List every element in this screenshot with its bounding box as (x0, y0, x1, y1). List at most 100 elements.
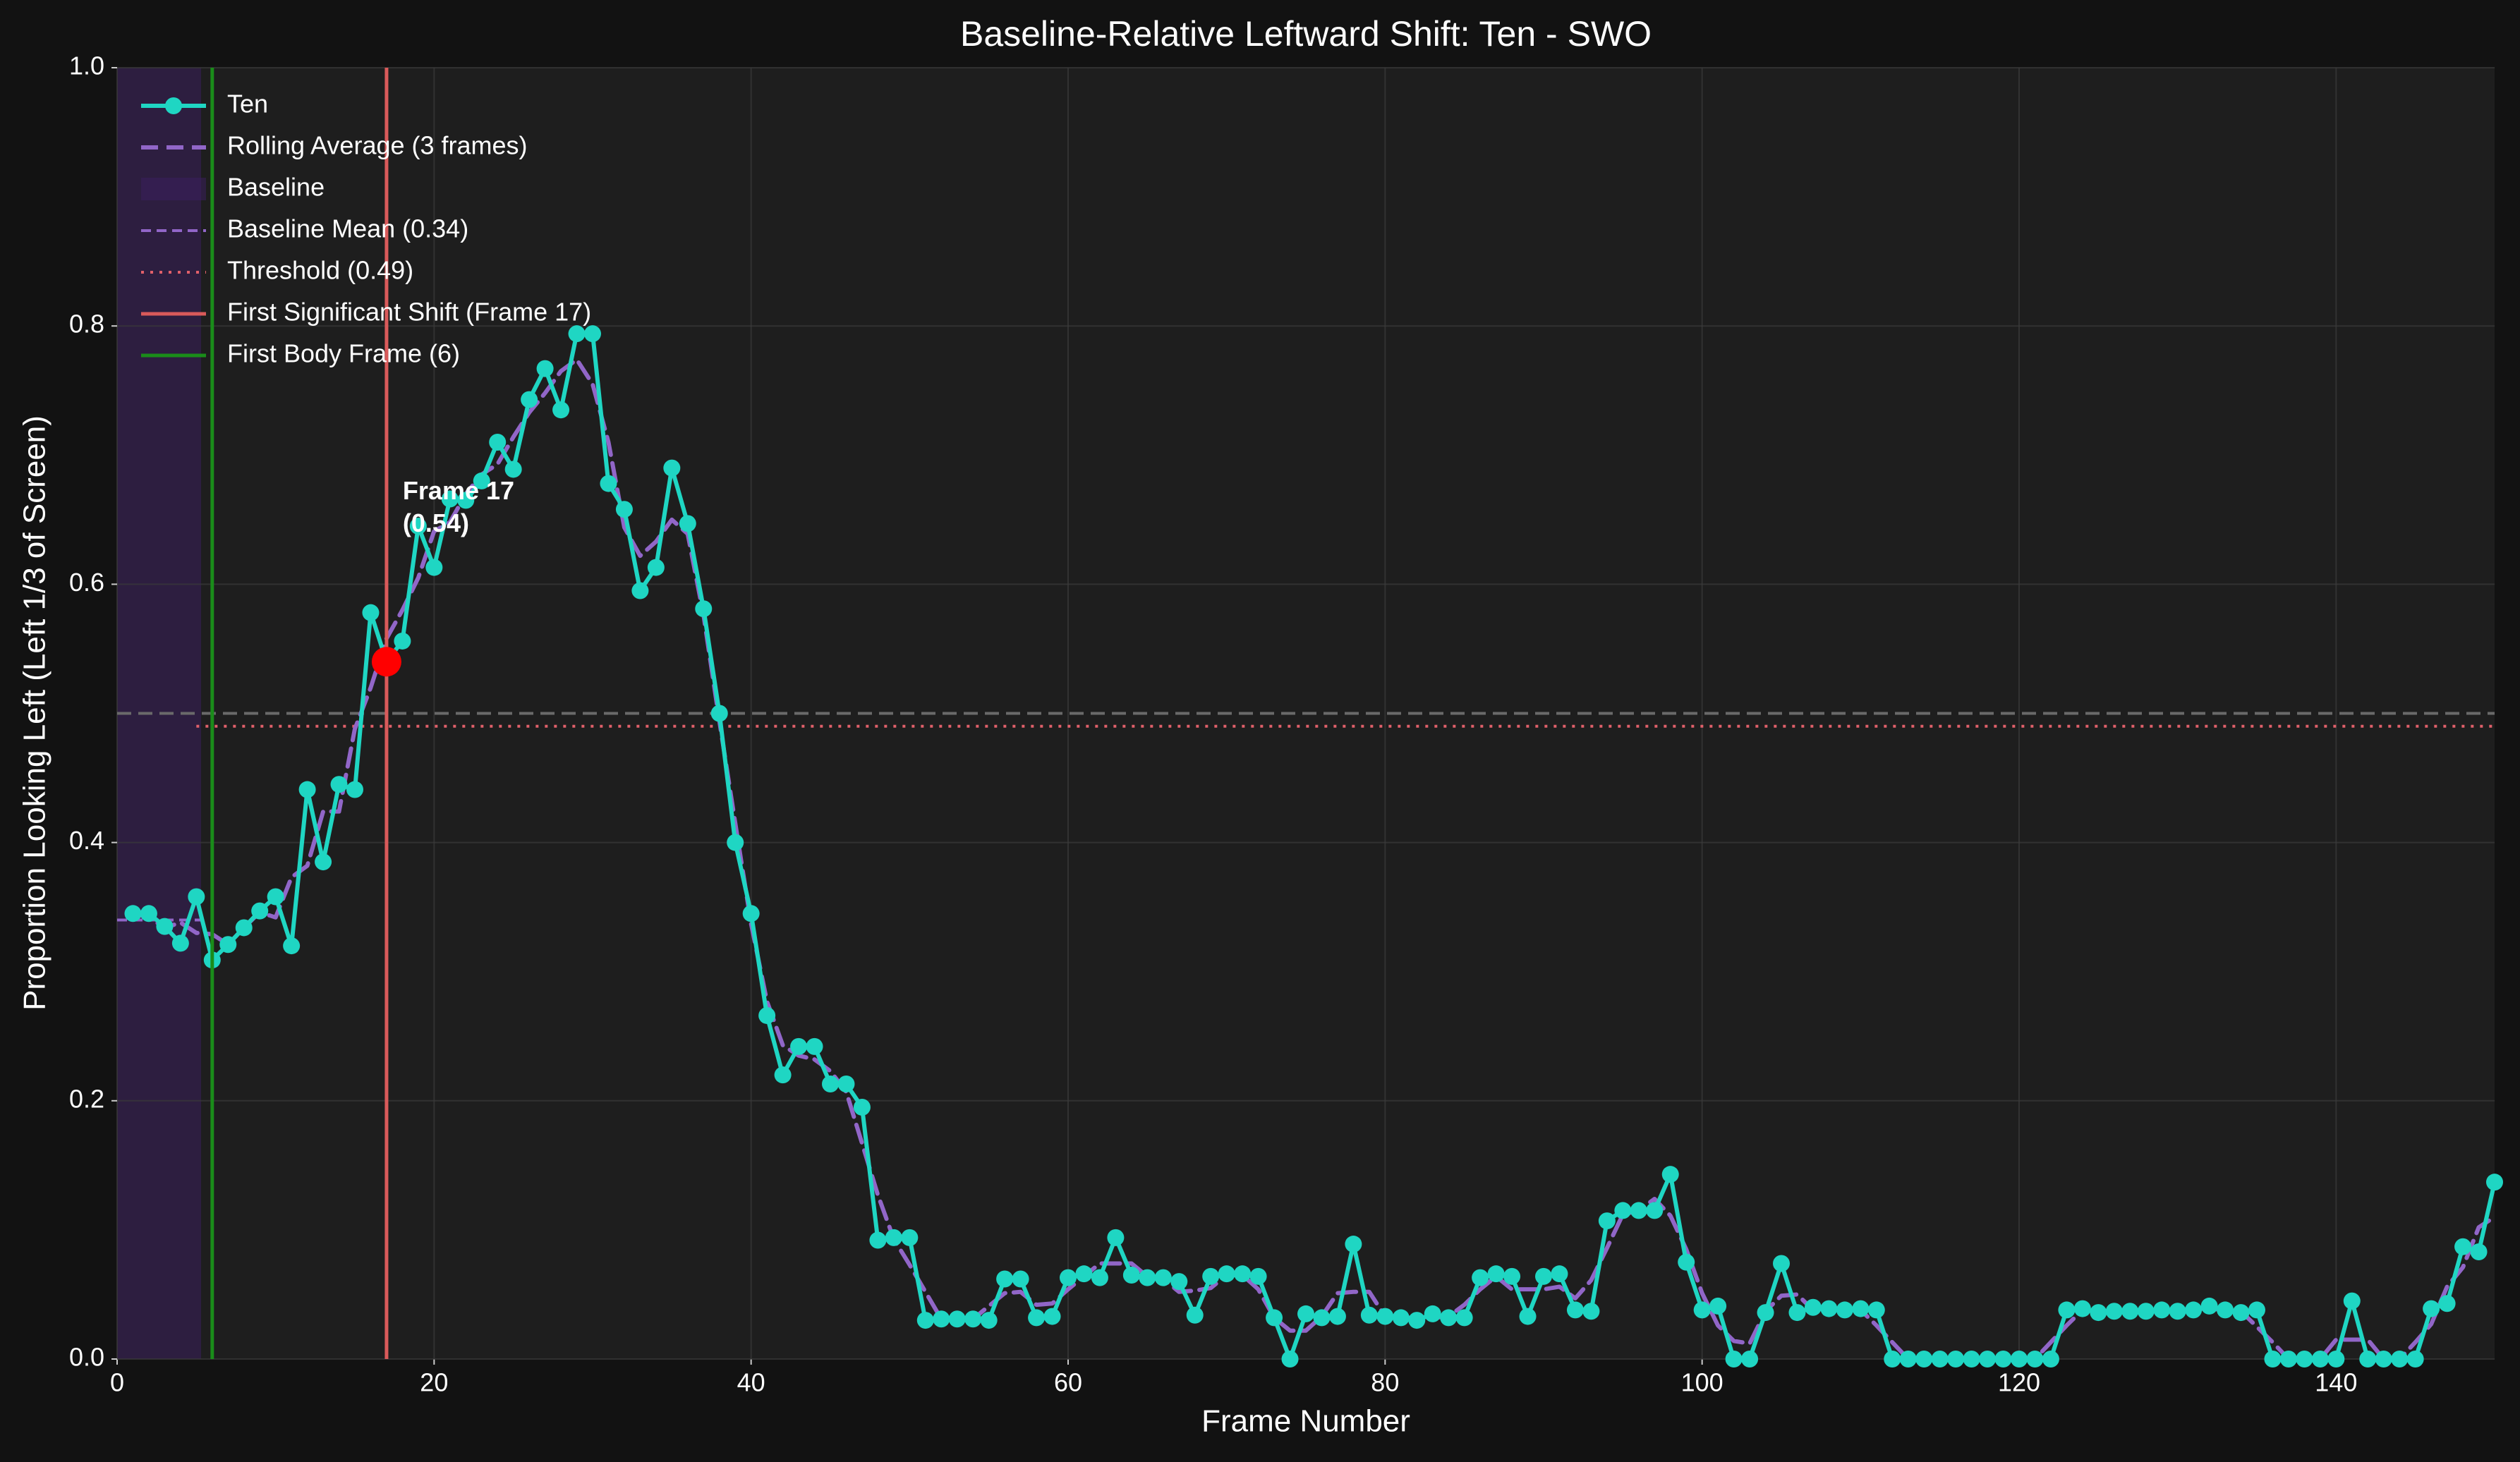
data-point (2090, 1304, 2107, 1322)
data-point (1535, 1267, 1552, 1285)
legend-marker (165, 97, 182, 114)
y-tick-label: 0.0 (69, 1343, 104, 1372)
data-point (521, 391, 538, 408)
data-point (1154, 1269, 1172, 1286)
data-point (1249, 1267, 1267, 1285)
data-point (1440, 1309, 1458, 1327)
x-tick-label: 20 (420, 1368, 448, 1397)
data-point (853, 1098, 871, 1116)
data-point (758, 1006, 776, 1024)
data-point (916, 1312, 934, 1329)
data-point (2105, 1303, 2123, 1320)
data-point (1820, 1300, 1838, 1317)
data-point (1963, 1351, 1980, 1367)
data-point (584, 325, 601, 343)
data-point (2375, 1351, 2392, 1367)
data-point (2296, 1351, 2313, 1367)
annotation-text: Frame 17 (403, 476, 514, 505)
data-point (219, 936, 237, 954)
data-point (2438, 1295, 2456, 1312)
data-point (1899, 1351, 1917, 1367)
legend-label: First Significant Shift (Frame 17) (227, 298, 591, 327)
data-point (1408, 1312, 1426, 1329)
data-point (1028, 1309, 1046, 1327)
legend-label: First Body Frame (6) (227, 339, 460, 368)
data-point (2311, 1351, 2329, 1367)
data-point (1503, 1267, 1521, 1285)
data-point (869, 1231, 887, 1249)
data-point (1693, 1301, 1711, 1319)
legend-label: Baseline (227, 173, 325, 202)
data-point (473, 472, 490, 489)
data-point (1170, 1273, 1188, 1291)
shift-marker (371, 647, 401, 677)
data-point (489, 433, 507, 451)
data-point (1804, 1298, 1822, 1316)
x-axis-label: Frame Number (1201, 1404, 1410, 1439)
data-point (1788, 1304, 1806, 1322)
data-point (1566, 1301, 1584, 1319)
data-point (1598, 1212, 1616, 1230)
data-point (806, 1037, 823, 1055)
x-tick-label: 120 (1998, 1368, 2040, 1397)
data-point (695, 600, 713, 618)
data-point (1852, 1300, 1870, 1317)
data-point (679, 515, 696, 532)
data-point (774, 1066, 792, 1084)
data-point (663, 459, 681, 477)
data-point (710, 705, 728, 722)
data-point (2359, 1351, 2377, 1367)
data-point (2153, 1301, 2171, 1319)
data-point (235, 919, 253, 937)
data-point (1297, 1305, 1314, 1322)
x-tick-label: 140 (2315, 1368, 2357, 1397)
data-point (1012, 1270, 1029, 1288)
data-point (822, 1075, 839, 1092)
data-point (2423, 1300, 2440, 1317)
data-point (1043, 1308, 1061, 1325)
data-point (1281, 1351, 1299, 1367)
data-point (1773, 1255, 1790, 1272)
data-point (1266, 1309, 1283, 1327)
x-tick-label: 40 (737, 1368, 765, 1397)
x-tick-label: 0 (110, 1368, 124, 1397)
x-tick-label: 80 (1371, 1368, 1399, 1397)
legend-label: Ten (227, 90, 268, 118)
data-point (964, 1310, 982, 1328)
data-point (1139, 1269, 1156, 1286)
data-point (2264, 1351, 2282, 1367)
data-point (2121, 1303, 2139, 1320)
data-point (330, 776, 348, 793)
legend-swatch (141, 178, 206, 200)
data-point (1107, 1229, 1125, 1246)
x-tick-label: 60 (1054, 1368, 1082, 1397)
data-point (2327, 1351, 2345, 1367)
data-point (1472, 1269, 1489, 1286)
data-point (1614, 1202, 1632, 1219)
data-point (1218, 1265, 1235, 1283)
data-point (2486, 1174, 2503, 1191)
data-point (1915, 1351, 1933, 1367)
legend-label: Baseline Mean (0.34) (227, 214, 468, 243)
data-point (1424, 1305, 1441, 1322)
x-tick-label: 100 (1681, 1368, 1724, 1397)
data-point (1313, 1309, 1331, 1327)
data-point (2406, 1351, 2424, 1367)
data-point (1060, 1269, 1077, 1286)
data-point (2343, 1292, 2361, 1310)
data-point (1519, 1308, 1537, 1325)
data-point (2232, 1304, 2250, 1322)
data-point (901, 1229, 919, 1246)
data-point (346, 781, 363, 798)
data-point (1091, 1269, 1108, 1286)
data-point (2169, 1303, 2186, 1320)
data-point (251, 902, 269, 920)
data-point (1931, 1351, 1949, 1367)
data-point (790, 1037, 808, 1055)
data-point (2073, 1300, 2091, 1317)
data-point (1757, 1304, 1774, 1322)
data-point (1646, 1202, 1664, 1219)
data-point (425, 559, 443, 576)
data-point (647, 559, 665, 576)
